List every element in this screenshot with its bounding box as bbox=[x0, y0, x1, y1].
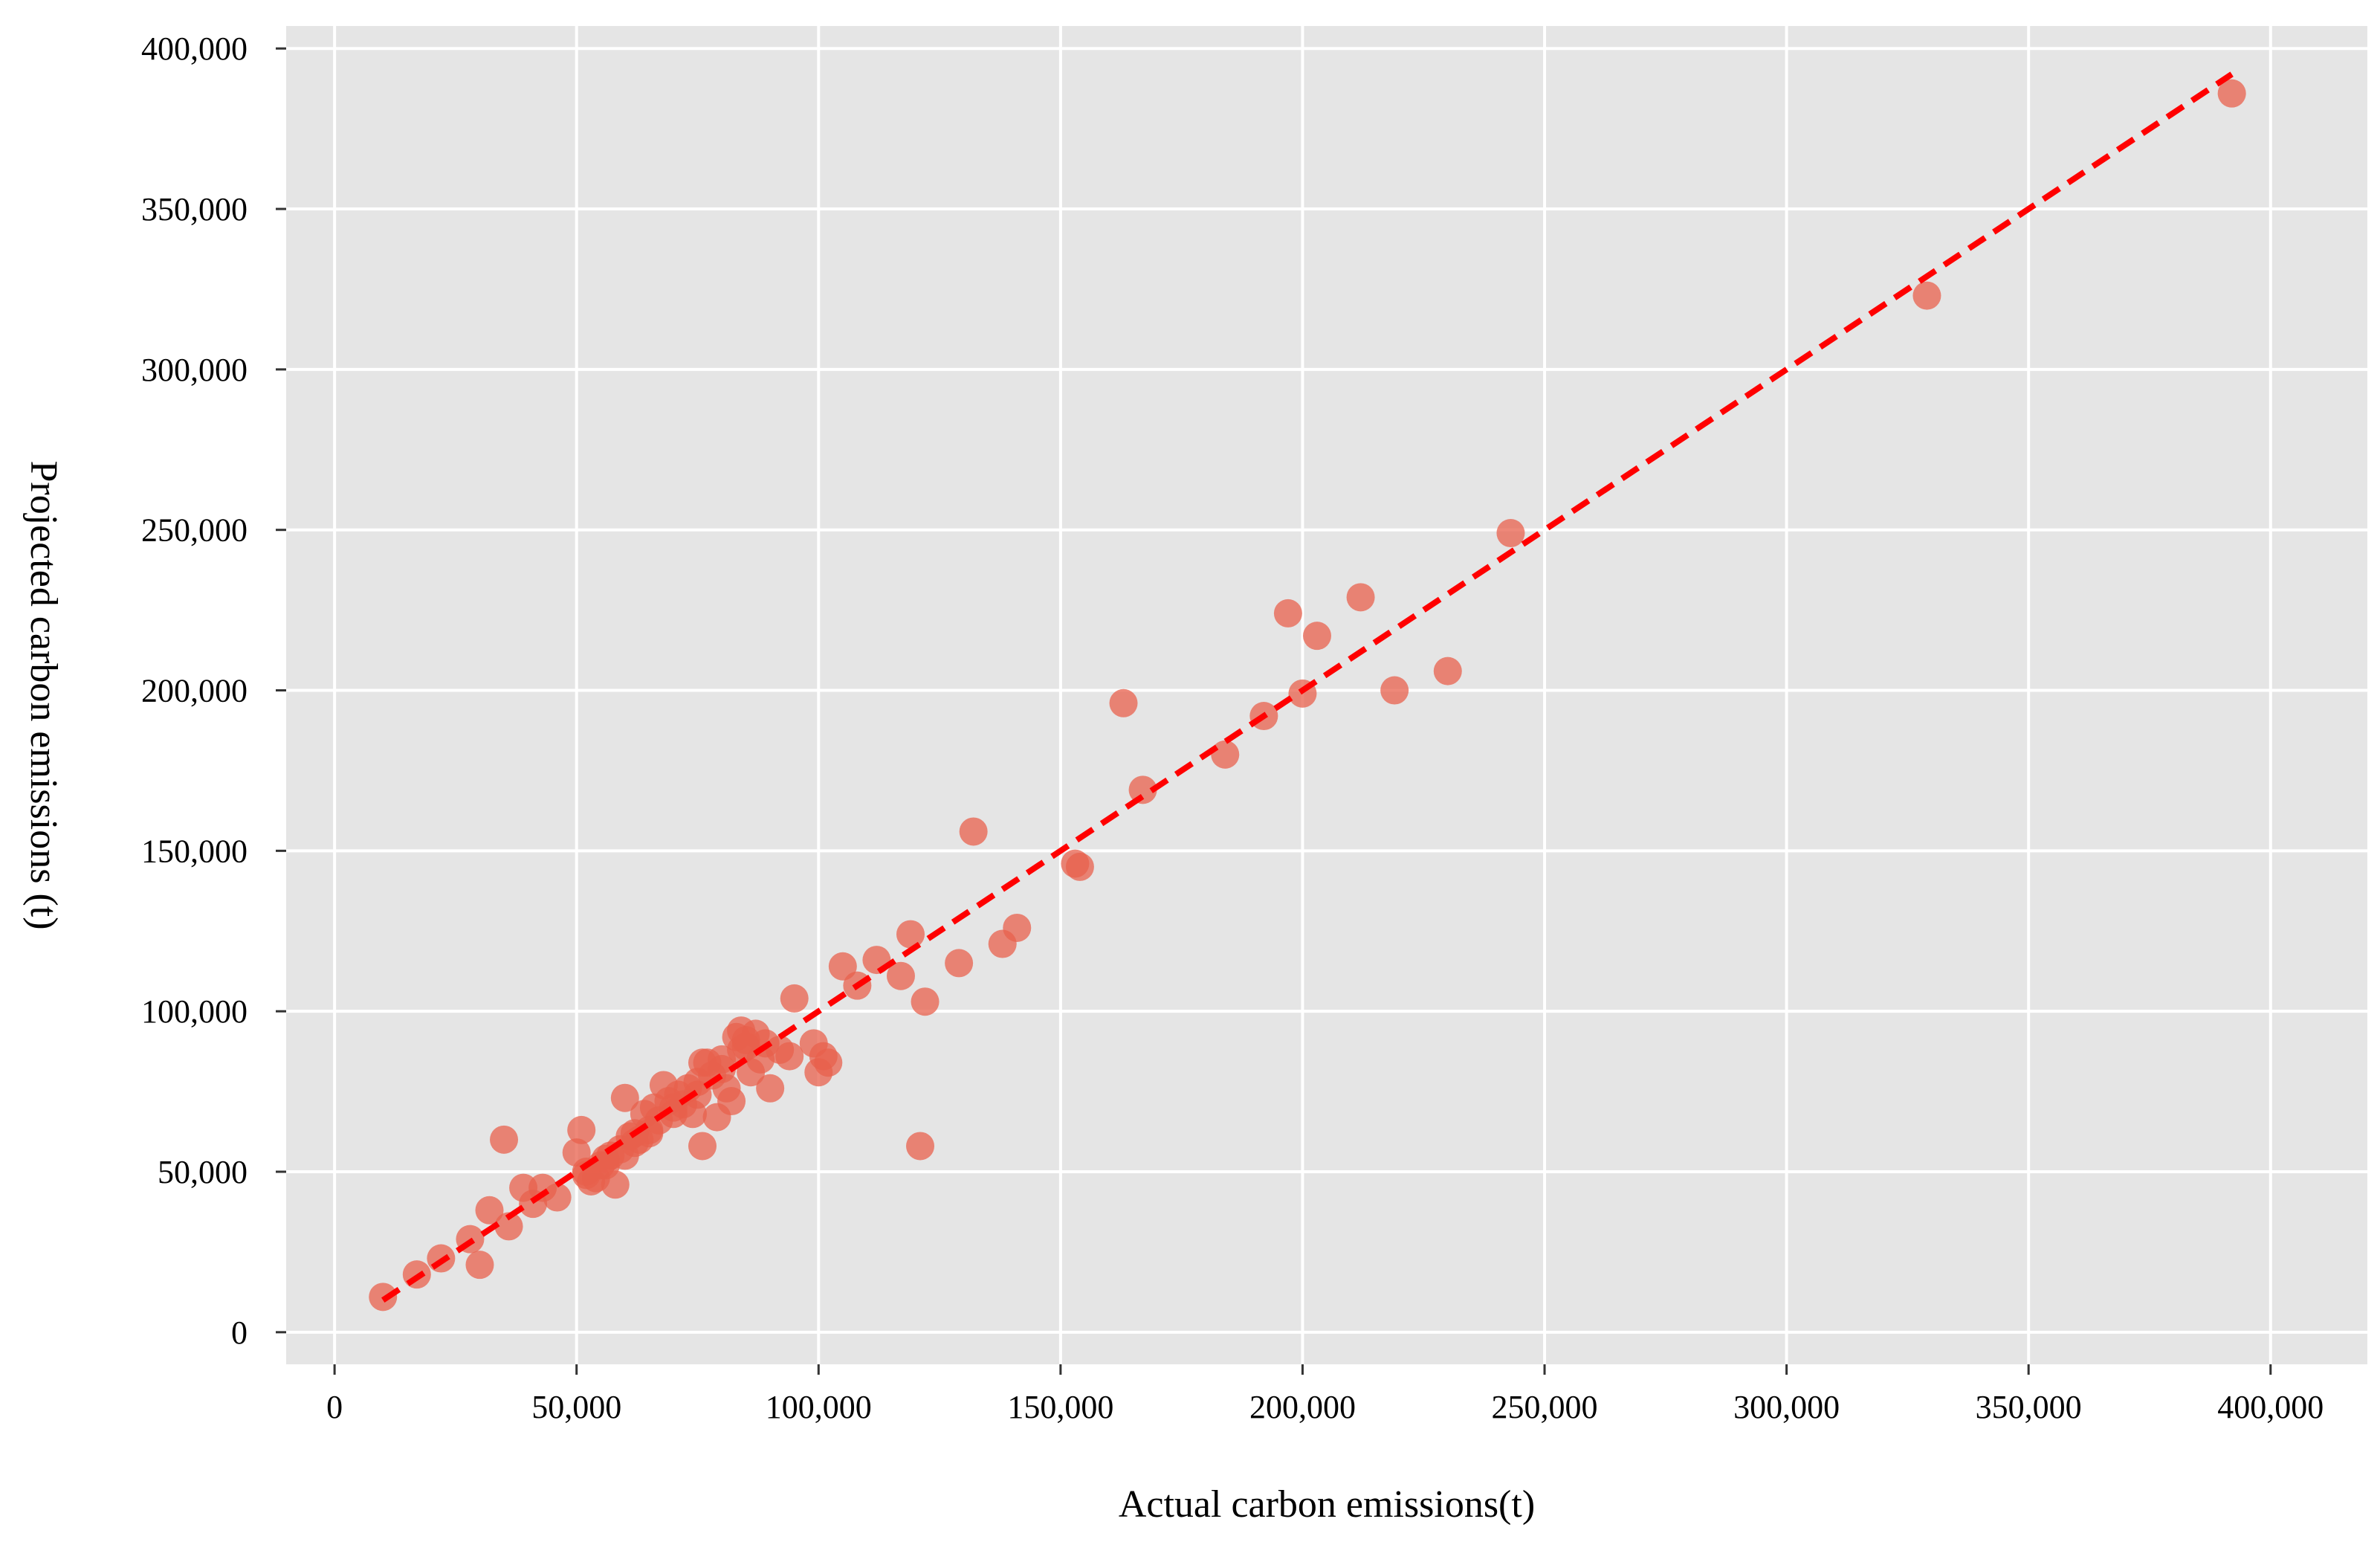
y-tick-label: 50,000 bbox=[158, 1154, 248, 1190]
data-point bbox=[572, 1161, 601, 1190]
y-tick-label: 400,000 bbox=[141, 30, 248, 67]
data-point bbox=[494, 1212, 523, 1241]
x-tick-label: 0 bbox=[326, 1389, 343, 1425]
data-point bbox=[780, 984, 809, 1013]
axis-ticks bbox=[276, 47, 2272, 1375]
data-point bbox=[1128, 775, 1157, 804]
x-tick-label: 250,000 bbox=[1492, 1389, 1598, 1425]
data-point bbox=[896, 920, 925, 949]
data-point bbox=[475, 1196, 504, 1225]
data-point bbox=[814, 1048, 843, 1077]
y-tick-label: 150,000 bbox=[141, 833, 248, 869]
y-axis-title: Projected carbon emissions (t) bbox=[22, 460, 65, 929]
x-tick-label: 200,000 bbox=[1249, 1389, 1356, 1425]
data-point bbox=[959, 817, 988, 846]
x-tick-label: 350,000 bbox=[1976, 1389, 2082, 1425]
data-point bbox=[1211, 740, 1240, 769]
x-tick-label: 400,000 bbox=[2217, 1389, 2324, 1425]
data-point bbox=[1380, 676, 1409, 705]
data-point bbox=[756, 1074, 785, 1103]
data-point bbox=[911, 987, 940, 1016]
data-point bbox=[620, 1129, 649, 1158]
data-point bbox=[775, 1042, 804, 1071]
data-point bbox=[1065, 852, 1094, 881]
grid-lines bbox=[286, 26, 2367, 1364]
data-point bbox=[1912, 281, 1941, 310]
y-tick-labels: 0 50,000 100,000 150,000 200,000 250,000 300,0… bbox=[141, 30, 248, 1351]
y-tick-label: 0 bbox=[231, 1314, 248, 1351]
data-point bbox=[1346, 583, 1375, 612]
y-tick-label: 200,000 bbox=[141, 673, 248, 709]
data-point bbox=[688, 1132, 717, 1161]
data-point bbox=[1003, 913, 1032, 942]
data-point bbox=[567, 1115, 596, 1144]
x-tick-label: 300,000 bbox=[1733, 1389, 1840, 1425]
data-point bbox=[2217, 79, 2246, 108]
data-point bbox=[906, 1132, 935, 1161]
x-tick-label: 50,000 bbox=[531, 1389, 621, 1425]
y-tick-label: 250,000 bbox=[141, 512, 248, 549]
data-point bbox=[1302, 622, 1331, 651]
data-point bbox=[862, 946, 891, 975]
data-point bbox=[465, 1251, 494, 1280]
data-point bbox=[945, 949, 974, 978]
data-point bbox=[688, 1048, 717, 1077]
data-point bbox=[886, 961, 915, 990]
y-tick-label: 300,000 bbox=[141, 352, 248, 388]
x-tick-label: 150,000 bbox=[1007, 1389, 1113, 1425]
x-tick-labels: 0 50,000 100,000 150,000 200,000 250,000 300,0… bbox=[326, 1389, 2324, 1425]
data-point bbox=[717, 1087, 746, 1116]
data-point bbox=[490, 1125, 519, 1154]
data-point bbox=[727, 1016, 756, 1045]
data-point bbox=[1433, 657, 1462, 685]
data-point bbox=[828, 952, 857, 981]
data-point bbox=[1109, 688, 1138, 717]
data-point bbox=[610, 1083, 639, 1112]
y-tick-label: 100,000 bbox=[141, 993, 248, 1030]
data-point bbox=[543, 1183, 572, 1212]
data-point bbox=[1496, 519, 1525, 548]
x-axis-title: Actual carbon emissions(t) bbox=[1119, 1483, 1535, 1526]
trend-line bbox=[381, 71, 2234, 1303]
y-tick-label: 350,000 bbox=[141, 191, 248, 228]
data-point bbox=[1273, 599, 1302, 628]
x-tick-label: 100,000 bbox=[766, 1389, 872, 1425]
